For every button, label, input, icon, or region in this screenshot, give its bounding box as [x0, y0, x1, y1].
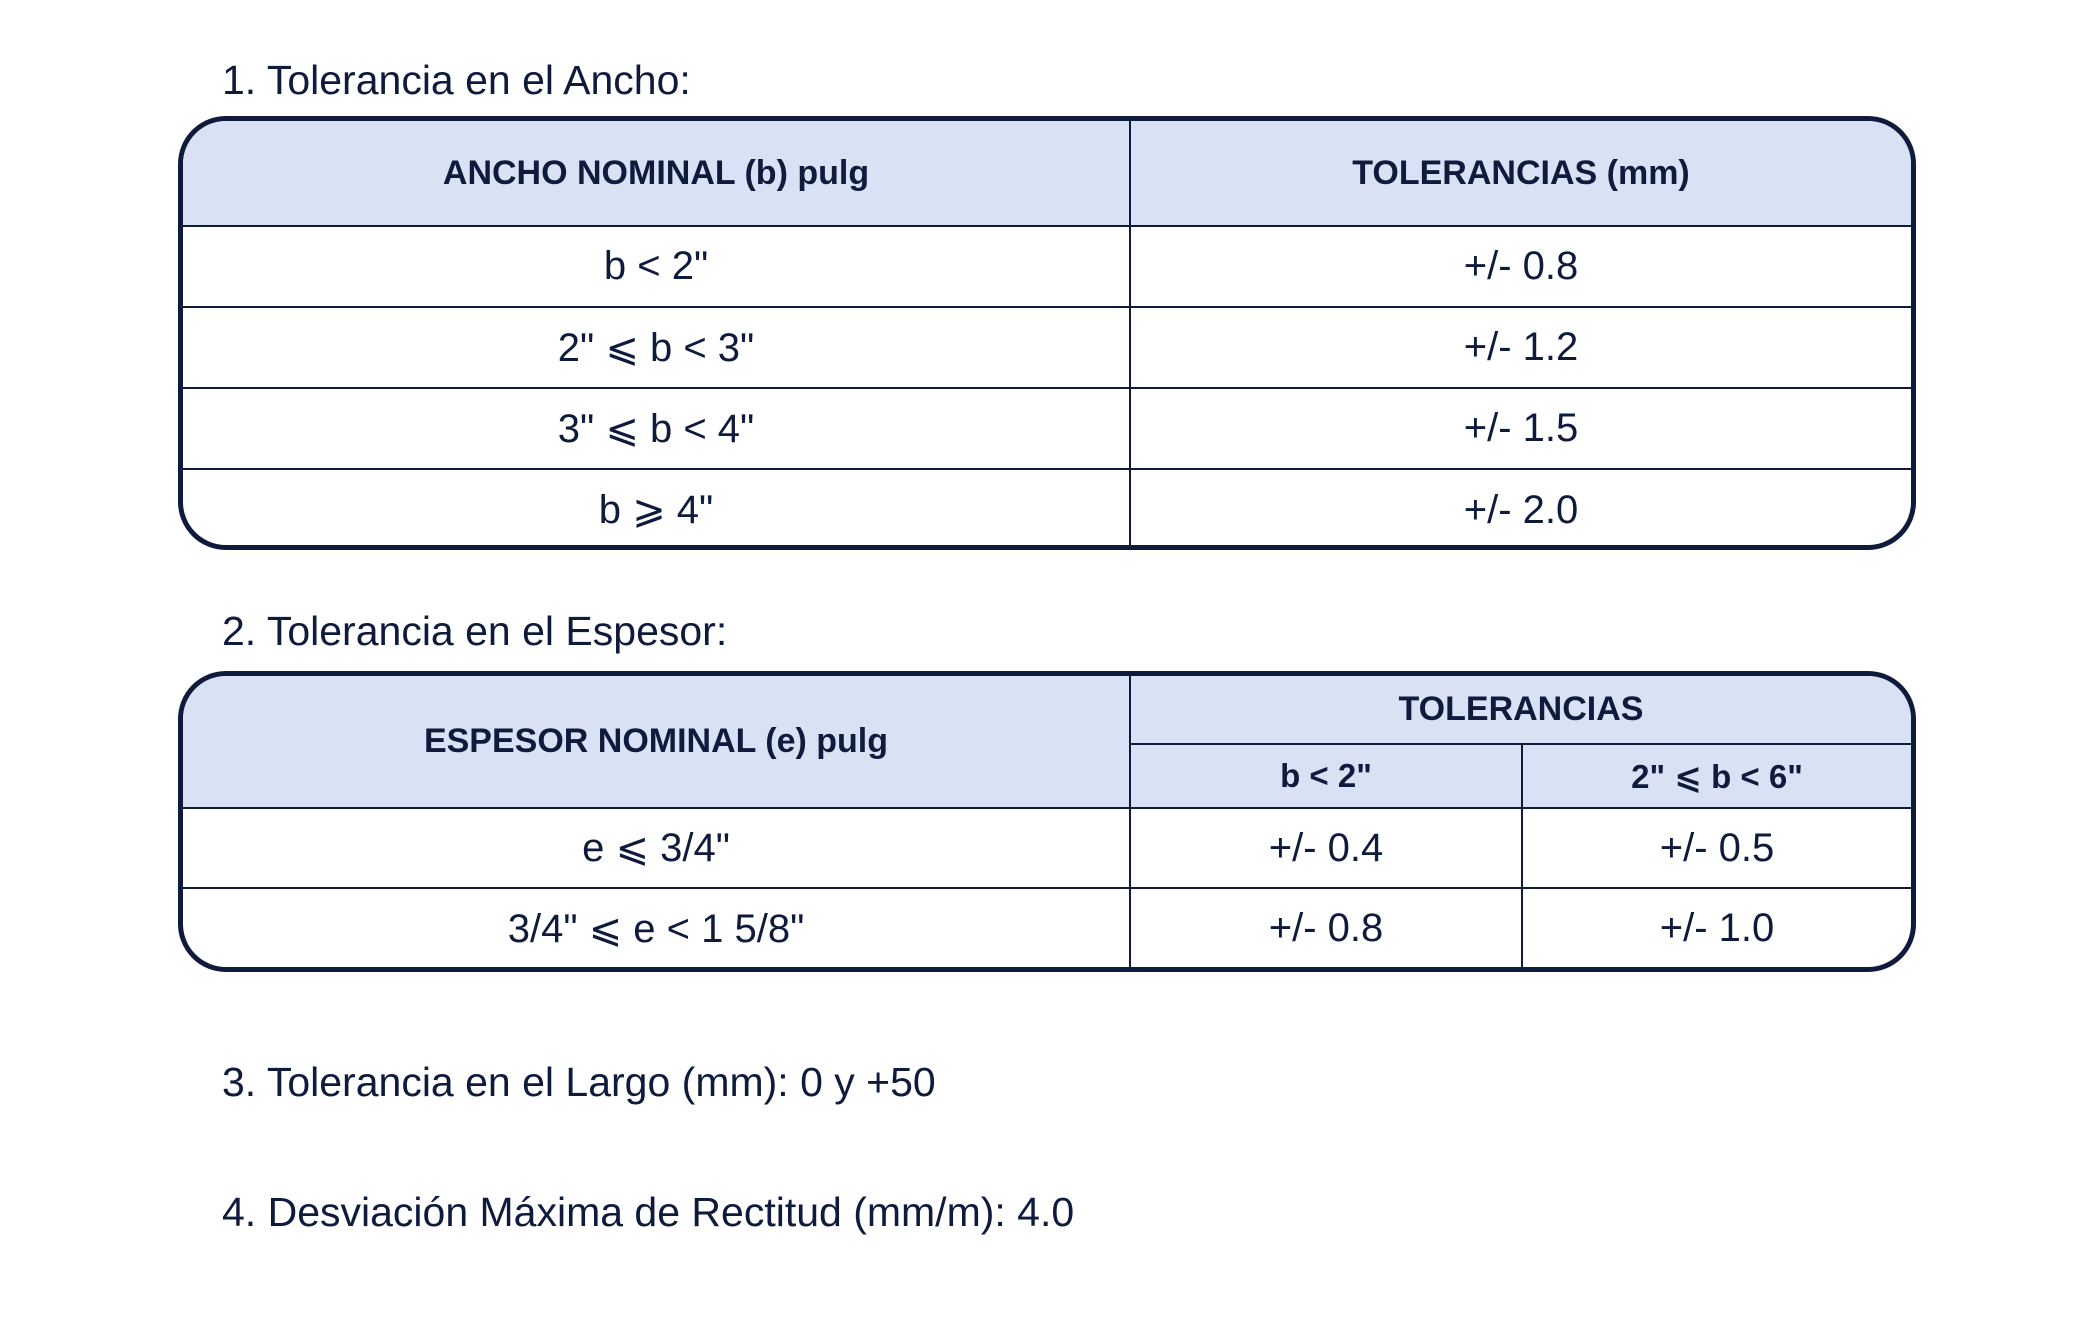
table-header-row: ESPESOR NOMINAL (e) pulg TOLERANCIAS	[183, 676, 1911, 809]
column-header-tolerances: TOLERANCIAS (mm)	[1129, 121, 1911, 227]
cell-tolerance-narrow: +/- 0.8	[1129, 887, 1523, 967]
cell-tolerance: +/- 1.2	[1129, 306, 1911, 389]
column-header-nominal-width: ANCHO NOMINAL (b) pulg	[183, 121, 1131, 227]
column-subheader-narrow: b < 2"	[1130, 743, 1523, 809]
column-subheader-wide: 2" ⩽ b < 6"	[1521, 743, 1911, 809]
cell-tolerance-wide: +/- 1.0	[1521, 887, 1911, 967]
table-row: b ⩾ 4" +/- 2.0	[183, 468, 1911, 545]
table-row: 3" ⩽ b < 4" +/- 1.5	[183, 387, 1911, 470]
section-1-heading: 1. Tolerancia en el Ancho:	[222, 57, 691, 103]
cell-nominal-thickness: 3/4" ⩽ e < 1 5/8"	[183, 887, 1131, 967]
table-row: 3/4" ⩽ e < 1 5/8" +/- 0.8 +/- 1.0	[183, 887, 1911, 967]
table-header-row: ANCHO NOMINAL (b) pulg TOLERANCIAS (mm)	[183, 121, 1911, 227]
table-subheader-row: b < 2" 2" ⩽ b < 6"	[183, 743, 1911, 809]
width-tolerance-table: ANCHO NOMINAL (b) pulg TOLERANCIAS (mm) …	[178, 116, 1916, 550]
column-header-nominal-thickness: ESPESOR NOMINAL (e) pulg	[183, 676, 1131, 809]
cell-nominal-width: b < 2"	[183, 225, 1131, 308]
thickness-tolerance-table: ESPESOR NOMINAL (e) pulg TOLERANCIAS b <…	[178, 671, 1916, 972]
table-row: b < 2" +/- 0.8	[183, 225, 1911, 308]
cell-tolerance: +/- 1.5	[1129, 387, 1911, 470]
cell-tolerance: +/- 0.8	[1129, 225, 1911, 308]
table-row: e ⩽ 3/4" +/- 0.4 +/- 0.5	[183, 807, 1911, 889]
table-row: 2" ⩽ b < 3" +/- 1.2	[183, 306, 1911, 389]
cell-nominal-width: b ⩾ 4"	[183, 468, 1131, 545]
length-tolerance-text: 3. Tolerancia en el Largo (mm): 0 y +50	[222, 1059, 936, 1105]
column-group-header-tolerances: TOLERANCIAS	[1129, 676, 1911, 745]
cell-nominal-width: 3" ⩽ b < 4"	[183, 387, 1131, 470]
cell-tolerance-narrow: +/- 0.4	[1129, 807, 1523, 889]
cell-nominal-thickness: e ⩽ 3/4"	[183, 807, 1131, 889]
straightness-deviation-text: 4. Desviación Máxima de Rectitud (mm/m):…	[222, 1189, 1075, 1235]
cell-tolerance: +/- 2.0	[1129, 468, 1911, 545]
cell-tolerance-wide: +/- 0.5	[1521, 807, 1911, 889]
cell-nominal-width: 2" ⩽ b < 3"	[183, 306, 1131, 389]
section-2-heading: 2. Tolerancia en el Espesor:	[222, 608, 728, 654]
